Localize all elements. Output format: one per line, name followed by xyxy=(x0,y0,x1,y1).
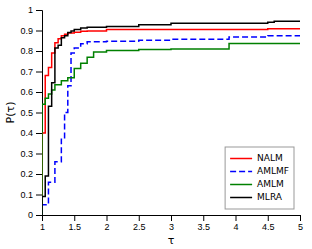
tick-label: 0.3 xyxy=(20,149,33,159)
tick-label: 3 xyxy=(169,222,174,232)
tick-label: 2 xyxy=(104,222,109,232)
tick-mark xyxy=(236,215,237,221)
tick-label: 1 xyxy=(40,222,45,232)
tick: 2 xyxy=(104,215,109,232)
tick: 0.4 xyxy=(20,128,42,138)
axis-line xyxy=(43,216,301,222)
tick-label: 4 xyxy=(233,222,238,232)
series-line xyxy=(42,44,300,215)
x-axis: 1 1.5 2 2.5 3 3.5 4 4.5 5 xyxy=(40,215,303,232)
tick-mark xyxy=(36,10,42,11)
legend-label: NALM xyxy=(257,153,283,163)
tick-label: 0.2 xyxy=(20,169,33,179)
tick-label: 2.5 xyxy=(133,222,146,232)
tick-mark xyxy=(300,215,301,221)
tick-label: 0.6 xyxy=(20,87,33,97)
tick-label: 0 xyxy=(28,210,33,220)
tick: 1 xyxy=(40,215,45,232)
legend-label: AMLM xyxy=(257,179,284,189)
legend-swatch xyxy=(230,197,252,199)
tick: 5 xyxy=(298,215,303,232)
tick: 0.8 xyxy=(20,46,42,56)
chart: 11.522.533.544.5500.10.20.30.40.50.60.70… xyxy=(0,0,312,249)
y-axis-title: P(τ) xyxy=(4,102,17,124)
tick: 4.5 xyxy=(262,215,275,232)
tick: 3 xyxy=(169,215,174,232)
legend-label: MLRA xyxy=(257,192,283,202)
tick: 0.9 xyxy=(20,26,42,36)
tick-mark xyxy=(171,215,172,221)
tick-mark xyxy=(36,113,42,114)
y-axis: 0 0.1 0.2 0.3 0.4 0.5 0.6 0.7 0.8 0.9 1 xyxy=(20,5,42,220)
tick: 0 xyxy=(28,210,42,220)
tick-mark xyxy=(36,195,42,196)
series-line xyxy=(42,21,300,215)
tick-mark xyxy=(139,215,140,221)
tick: 0.1 xyxy=(20,190,42,200)
tick-mark xyxy=(203,215,204,221)
tick-mark xyxy=(36,51,42,52)
tick-mark xyxy=(74,215,75,221)
legend-label: AMLMF xyxy=(257,166,289,176)
tick-label: 0.5 xyxy=(20,108,33,118)
tick: 0.3 xyxy=(20,149,42,159)
tick: 1.5 xyxy=(68,215,81,232)
tick-mark xyxy=(107,215,108,221)
tick-label: 1 xyxy=(28,5,33,15)
tick-label: 5 xyxy=(298,222,303,232)
tick: 0.7 xyxy=(20,67,42,77)
tick-mark xyxy=(36,133,42,134)
tick-label: 0.1 xyxy=(20,190,33,200)
legend-swatch xyxy=(230,171,252,173)
axis-line xyxy=(36,11,43,216)
legend: NALM AMLMF AMLM MLRA xyxy=(225,147,294,209)
tick-label: 3.5 xyxy=(197,222,210,232)
tick: 4 xyxy=(233,215,238,232)
tick-label: 0.4 xyxy=(20,128,33,138)
legend-swatch xyxy=(230,184,252,186)
legend-box xyxy=(225,147,294,209)
x-axis-title: τ xyxy=(168,234,175,247)
tick: 2.5 xyxy=(133,215,146,232)
tick-mark xyxy=(36,92,42,93)
series-line xyxy=(42,36,300,215)
tick-label: 0.8 xyxy=(20,46,33,56)
tick-mark xyxy=(36,72,42,73)
tick-mark xyxy=(36,154,42,155)
tick-mark xyxy=(268,215,269,221)
tick-label: 4.5 xyxy=(262,222,275,232)
tick-mark xyxy=(36,215,42,216)
tick: 3.5 xyxy=(197,215,210,232)
legend-swatch xyxy=(230,158,252,160)
tick-mark xyxy=(36,174,42,175)
tick: 1 xyxy=(28,5,42,15)
tick: 0.2 xyxy=(20,169,42,179)
plot-area xyxy=(42,21,300,215)
tick-label: 0.7 xyxy=(20,67,33,77)
tick-mark xyxy=(36,31,42,32)
tick: 0.5 xyxy=(20,108,42,118)
tick-label: 0.9 xyxy=(20,26,33,36)
tick: 0.6 xyxy=(20,87,42,97)
series-line xyxy=(42,29,300,215)
tick-label: 1.5 xyxy=(68,222,81,232)
